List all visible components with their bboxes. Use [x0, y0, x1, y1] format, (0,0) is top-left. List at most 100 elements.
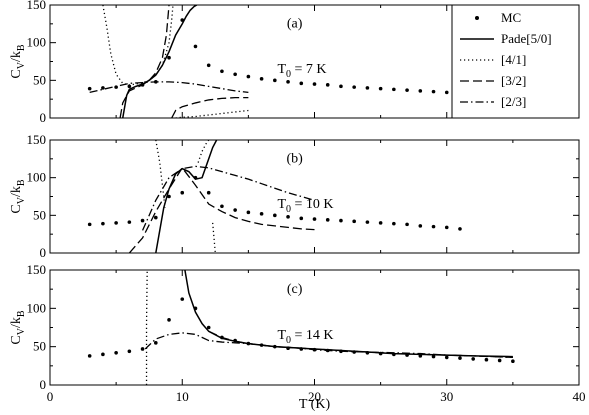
mc-point-c — [154, 341, 158, 345]
mc-point-a — [246, 74, 251, 79]
mc-point-b — [458, 227, 462, 231]
mc-point-b — [273, 213, 277, 218]
panel-label-a: (a) — [287, 17, 303, 32]
mc-point-a — [339, 84, 343, 89]
mc-point-a — [273, 78, 277, 83]
x-tick-label: 40 — [573, 389, 586, 404]
mc-point-a — [220, 69, 224, 74]
legend-label: Pade[5/0] — [501, 31, 552, 46]
mc-point-c — [114, 351, 118, 355]
legend-label: [3/2] — [501, 73, 526, 88]
y-axis-label-a: CV/kB — [9, 44, 27, 78]
series-line-4-1-mid-b — [197, 140, 212, 163]
mc-point-a — [431, 89, 436, 94]
y-tick-label-b: 150 — [27, 132, 47, 147]
mc-point-b — [167, 194, 171, 199]
series-line-4-1-right-a — [175, 109, 249, 118]
y-tick-label-a: 50 — [33, 72, 46, 87]
mc-point-b — [233, 208, 237, 212]
mc-point-b — [206, 190, 211, 195]
mc-point-c — [497, 358, 502, 363]
y-tick-label-c: 50 — [33, 339, 46, 354]
panel-b: 0 50 100 150 CV/kB (b) T0 = 10 K — [9, 132, 580, 260]
series-line-2-3-a — [89, 81, 249, 94]
mc-point-b — [299, 216, 304, 221]
mc-point-b — [259, 212, 264, 216]
series-line-pade-5-0-a — [122, 5, 198, 118]
mc-point-c — [431, 354, 436, 359]
axis-labels: T (K) — [299, 397, 331, 412]
mc-point-c — [87, 354, 92, 358]
y-tick-label-c: 150 — [27, 262, 47, 277]
y-tick-label-b: 50 — [33, 207, 46, 222]
x-tick-label: 10 — [176, 389, 189, 404]
mc-point-a — [392, 87, 396, 92]
mc-point-a — [312, 82, 317, 86]
mc-point-c — [511, 359, 515, 364]
mc-point-a — [444, 90, 449, 95]
series-line-pade-5-0-c — [184, 270, 513, 358]
mc-point-b — [140, 218, 145, 223]
mc-point-b — [312, 217, 317, 221]
mc-point-a — [259, 77, 264, 81]
mc-point-c — [458, 356, 462, 360]
series-line-2-3-b — [141, 165, 315, 231]
mc-point-b — [220, 204, 224, 209]
mc-point-b — [378, 221, 383, 225]
mc-point-b — [286, 215, 290, 219]
mc-point-a — [193, 44, 198, 49]
mc-point-a — [299, 81, 304, 86]
mc-point-a — [206, 63, 211, 68]
mc-point-b — [325, 218, 330, 222]
series-line-4-1-c — [145, 270, 148, 385]
temperature-label-b: T0 = 10 K — [277, 197, 333, 215]
series-line-2-3-c — [144, 332, 513, 359]
mc-point-b — [87, 222, 92, 227]
mc-point-b — [352, 219, 356, 224]
mc-point-a — [233, 72, 237, 77]
mc-point-c — [444, 355, 449, 360]
legend-label: [2/3] — [501, 94, 526, 109]
y-axis-label-b: CV/kB — [9, 179, 27, 213]
y-axis-label-c: CV/kB — [9, 310, 27, 344]
mc-point-a — [101, 86, 105, 90]
mc-point-b — [431, 224, 436, 229]
mc-point-c — [180, 297, 185, 301]
series-line-4-1-b — [155, 140, 166, 208]
mc-point-b — [365, 220, 370, 224]
mc-point-b — [114, 221, 118, 225]
mc-point-c — [471, 357, 476, 361]
mc-point-a — [325, 83, 330, 87]
temperature-label-a: T0 = 7 K — [277, 62, 326, 80]
mc-point-a — [167, 55, 171, 60]
y-tick-label-a: 100 — [27, 35, 47, 50]
y-tick-label-b: 0 — [40, 245, 47, 260]
panel-label-c: (c) — [287, 282, 303, 297]
legend-box — [451, 4, 580, 119]
mc-point-a — [352, 85, 356, 89]
series-line-pade-5-0-b — [155, 140, 218, 253]
series-group-b — [87, 140, 462, 253]
legend-label: MC — [501, 10, 521, 25]
mc-point-c — [167, 318, 171, 322]
panel-label-b: (b) — [286, 152, 303, 167]
series-group-a — [87, 5, 462, 118]
mc-point-a — [365, 86, 370, 90]
series-line-3-2-a — [119, 5, 170, 118]
mc-point-a — [127, 84, 132, 89]
legend-label: [4/1] — [501, 52, 526, 67]
mc-point-a — [418, 89, 423, 93]
mc-point-b — [339, 218, 343, 223]
y-tick-label-c: 0 — [40, 377, 47, 392]
mc-point-b — [392, 221, 396, 226]
mc-point-b — [180, 190, 185, 195]
series-line-4-1-right-b — [212, 222, 216, 253]
mc-point-c — [101, 352, 105, 357]
mc-point-b — [154, 215, 158, 220]
mc-point-b — [101, 221, 105, 226]
y-tick-label-a: 0 — [40, 110, 47, 125]
x-tick-label: 30 — [440, 389, 453, 404]
mc-point-c — [127, 349, 132, 354]
